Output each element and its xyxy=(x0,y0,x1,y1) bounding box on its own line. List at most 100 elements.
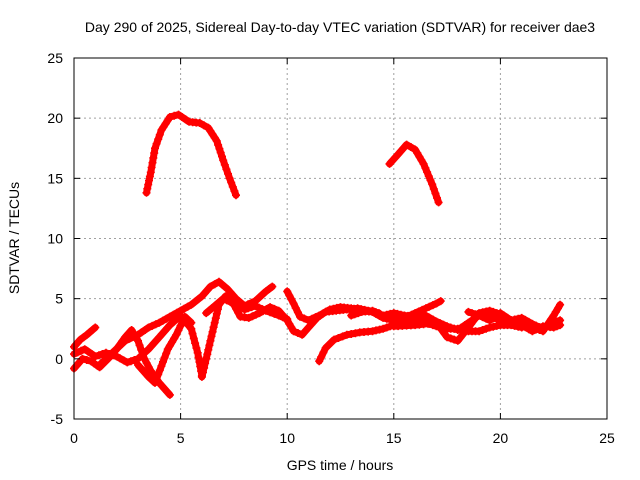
data-point xyxy=(194,353,203,362)
data-point xyxy=(159,357,167,366)
data-point xyxy=(428,301,437,310)
y-tick-label: 0 xyxy=(55,351,63,367)
data-point xyxy=(204,345,213,354)
data-point xyxy=(379,324,388,333)
data-point xyxy=(464,307,473,316)
data-point xyxy=(393,309,402,318)
data-point xyxy=(145,172,154,181)
data-point xyxy=(471,310,480,319)
data-point xyxy=(268,282,277,291)
y-tick-label: 25 xyxy=(47,50,63,66)
data-point xyxy=(266,308,275,317)
data-point xyxy=(291,303,300,312)
data-point xyxy=(218,152,226,161)
data-point xyxy=(244,313,253,322)
data-point xyxy=(123,358,132,367)
data-point xyxy=(144,323,153,332)
data-point xyxy=(215,144,224,153)
data-point xyxy=(431,189,440,198)
data-point xyxy=(152,139,161,148)
data-point xyxy=(278,313,287,322)
data-point xyxy=(191,339,200,348)
x-tick-label: 5 xyxy=(177,430,185,446)
data-point xyxy=(425,302,434,311)
data-point xyxy=(227,178,236,187)
data-point xyxy=(329,304,338,313)
data-point xyxy=(556,300,565,309)
data-point xyxy=(293,329,302,337)
data-point xyxy=(205,341,214,350)
chart-title: Day 290 of 2025, Sidereal Day-to-day VTE… xyxy=(85,19,595,35)
data-point xyxy=(251,310,260,319)
data-point xyxy=(338,332,347,341)
data-point xyxy=(258,305,267,314)
data-point xyxy=(402,140,411,149)
data-point xyxy=(446,334,455,343)
grid xyxy=(74,58,607,419)
data-point xyxy=(222,296,231,305)
data-point xyxy=(197,372,206,381)
data-point xyxy=(228,182,237,191)
data-point xyxy=(145,176,153,185)
data-point xyxy=(485,306,494,315)
y-axis-label: SDTVAR / TECUs xyxy=(6,182,22,294)
data-point xyxy=(214,140,223,149)
data-point xyxy=(283,287,292,296)
data-point xyxy=(207,332,216,341)
data-point xyxy=(382,310,391,319)
data-point xyxy=(423,168,432,177)
data-point xyxy=(419,159,428,168)
y-tick-label: 15 xyxy=(47,170,63,186)
data-point xyxy=(195,119,204,127)
data-point xyxy=(160,353,169,362)
data-point xyxy=(176,321,185,330)
data-point xyxy=(432,299,441,308)
data-point xyxy=(219,156,228,165)
data-point xyxy=(200,121,209,130)
data-point xyxy=(443,333,452,342)
data-point xyxy=(152,374,161,383)
data-point xyxy=(304,316,313,325)
data-point xyxy=(135,341,144,350)
data-point xyxy=(142,358,151,367)
data-point xyxy=(77,346,86,355)
data-point xyxy=(162,349,171,358)
data-point xyxy=(311,313,320,322)
data-point xyxy=(436,297,445,306)
data-point xyxy=(514,314,523,323)
data-point xyxy=(170,111,179,120)
y-tick-label: 20 xyxy=(47,110,63,126)
data-point xyxy=(174,326,183,335)
series-arc-l xyxy=(464,307,565,333)
data-point xyxy=(315,357,324,366)
data-point xyxy=(556,316,565,325)
data-point xyxy=(368,306,377,315)
data-point xyxy=(350,310,359,319)
data-point xyxy=(308,314,317,323)
data-point xyxy=(208,327,217,336)
x-tick-label: 15 xyxy=(386,430,402,446)
data-point xyxy=(478,326,487,334)
data-point xyxy=(209,323,218,332)
data-point xyxy=(211,314,220,323)
data-point xyxy=(274,311,283,320)
data-point xyxy=(468,309,476,318)
data-point xyxy=(203,350,212,359)
data-point xyxy=(351,329,360,338)
data-point xyxy=(206,336,215,345)
data-point xyxy=(289,327,298,336)
data-point xyxy=(192,344,201,352)
data-point xyxy=(188,329,197,338)
data-point xyxy=(212,137,221,145)
data-point xyxy=(406,143,415,151)
data-point xyxy=(73,348,82,357)
data-point xyxy=(189,334,198,343)
data-point xyxy=(375,325,384,334)
data-point xyxy=(293,308,302,317)
data-point xyxy=(178,317,187,326)
data-point xyxy=(187,318,196,327)
data-point xyxy=(210,318,219,327)
x-tick-label: 10 xyxy=(279,430,295,446)
data-point xyxy=(202,354,211,363)
